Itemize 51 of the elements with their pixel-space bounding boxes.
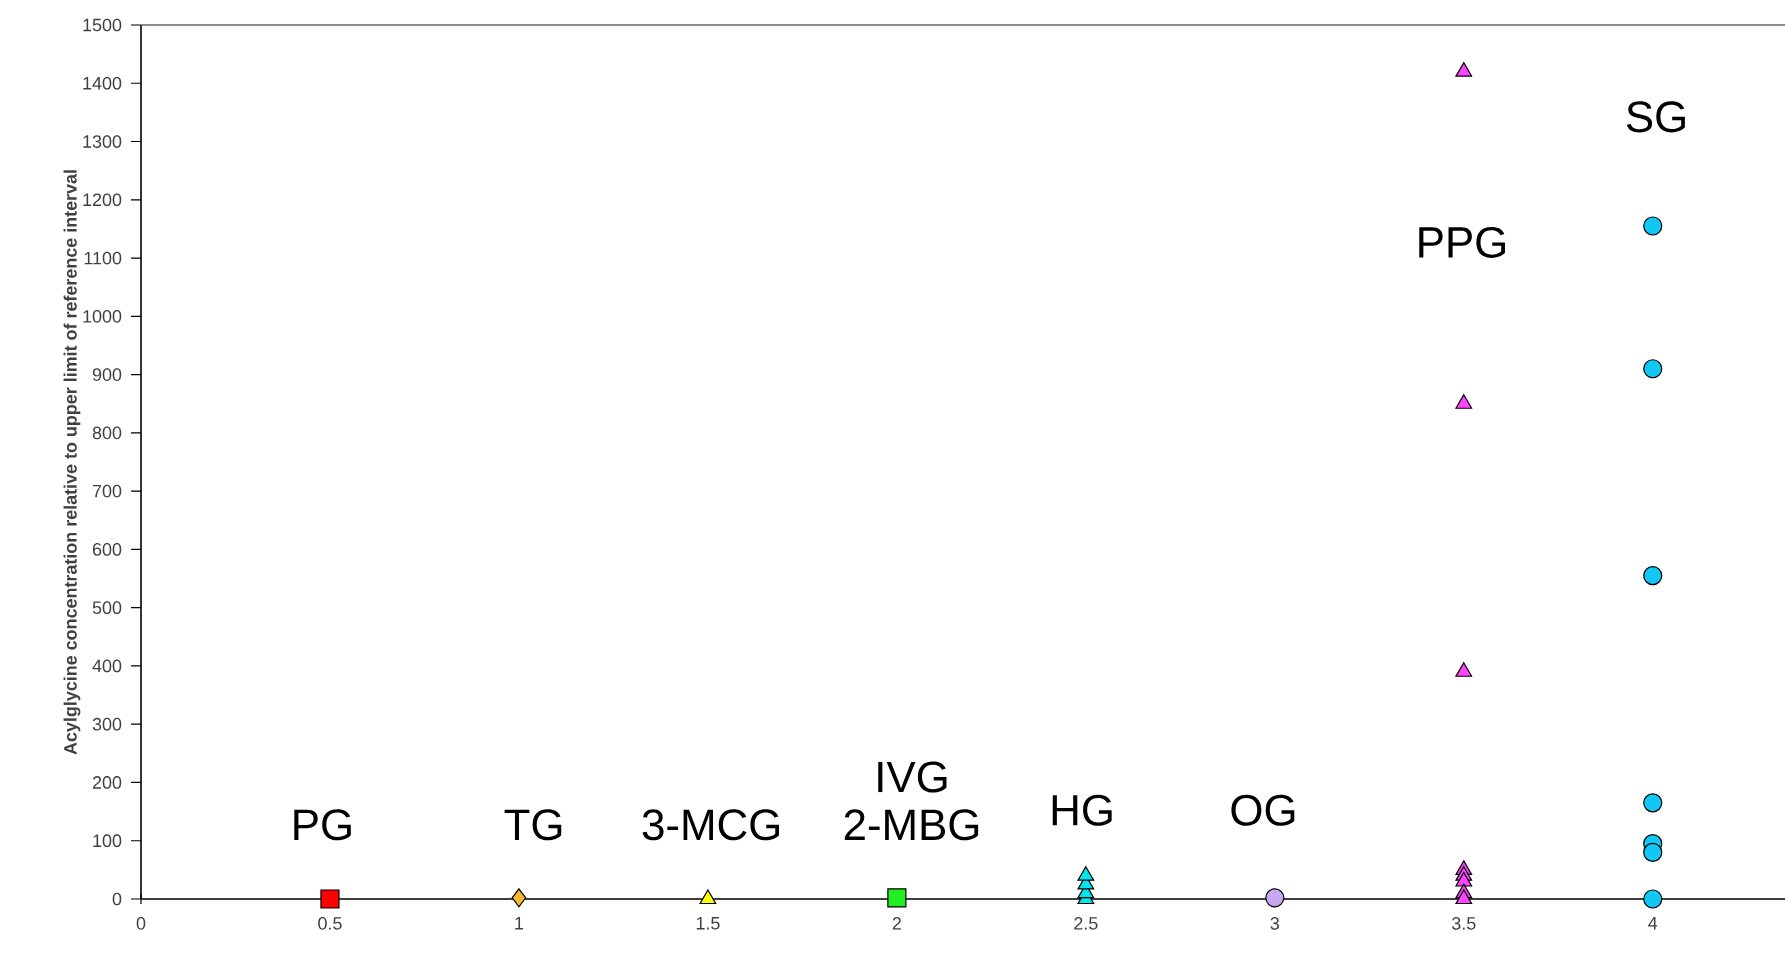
y-tick-label: 100 xyxy=(93,834,122,848)
x-tick-label: 3.5 xyxy=(1452,917,1476,930)
x-tick-label: 0 xyxy=(136,917,146,930)
point xyxy=(1643,793,1663,813)
y-tick-label: 200 xyxy=(92,776,122,789)
point xyxy=(1643,216,1663,236)
point xyxy=(1643,842,1663,862)
series-label: IVG 2-MBG xyxy=(844,761,979,841)
series-label: TG xyxy=(504,809,562,841)
y-tick-label: 700 xyxy=(92,484,122,498)
point xyxy=(887,888,907,908)
x-tick-label: 1.5 xyxy=(696,917,720,930)
series-label: 3-MCG xyxy=(642,809,780,841)
y-tick-label: 0 xyxy=(112,892,122,906)
y-tick-label: 500 xyxy=(92,601,122,615)
annotation: PPG xyxy=(1419,226,1505,258)
series-label: HG xyxy=(1052,794,1112,826)
y-tick-label: 1100 xyxy=(84,251,122,265)
y-tick-label: 1200 xyxy=(83,193,122,207)
point xyxy=(1265,888,1285,908)
point xyxy=(699,889,717,905)
x-tick-label: 4 xyxy=(1648,917,1658,930)
y-tick-label: 600 xyxy=(92,543,122,556)
y-tick-label: 1300 xyxy=(83,135,122,148)
x-tick-label: 1 xyxy=(515,917,524,930)
point xyxy=(1643,566,1663,586)
y-tick-label: 900 xyxy=(92,368,122,381)
point xyxy=(511,888,527,908)
point xyxy=(1455,662,1473,677)
y-tick-label: 800 xyxy=(92,426,122,440)
series-label: OG xyxy=(1231,794,1295,826)
x-tick-label: 0.5 xyxy=(318,917,342,930)
text: SG xyxy=(1626,101,1685,133)
y-tick-label: 1000 xyxy=(83,309,122,323)
y-axis-title: Acylglycine concentration relative to upper limit of reference interval xyxy=(63,170,81,755)
point xyxy=(1455,871,1473,887)
x-tick-label: 2.5 xyxy=(1074,917,1098,930)
point xyxy=(1455,889,1473,905)
point xyxy=(1077,866,1095,881)
point xyxy=(1455,394,1473,409)
x-tick-label: 2 xyxy=(892,917,901,930)
point xyxy=(320,889,340,909)
point xyxy=(1643,359,1663,379)
series-label: PG xyxy=(294,809,351,841)
y-tick-label: 1400 xyxy=(83,76,122,90)
x-tick-label: 3 xyxy=(1270,917,1280,930)
y-tick-label: 400 xyxy=(92,659,122,673)
y-tick-label: 300 xyxy=(92,717,122,731)
y-tick-label: 1500 xyxy=(83,18,122,32)
point xyxy=(1455,62,1473,77)
point xyxy=(1643,889,1663,909)
